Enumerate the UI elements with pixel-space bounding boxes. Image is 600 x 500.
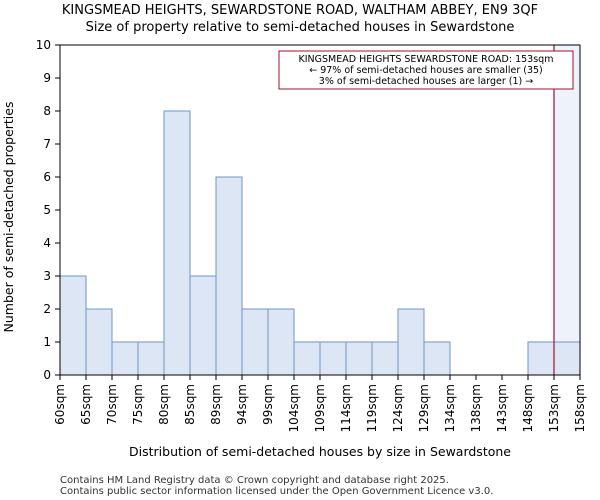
bar-65sqm [85, 308, 113, 376]
x-tick-label-138sqm: 138sqm [469, 384, 483, 432]
x-tick-label-143sqm: 143sqm [495, 384, 509, 432]
x-tick-label-70sqm: 70sqm [105, 384, 119, 425]
x-tick-label-60sqm: 60sqm [53, 384, 67, 425]
y-tick-label-2: 2 [43, 302, 51, 316]
x-tick-label-109sqm: 109sqm [313, 384, 327, 432]
y-tick-label-7: 7 [43, 137, 51, 151]
x-tick-label-65sqm: 65sqm [79, 384, 93, 425]
bar-99sqm [267, 308, 295, 376]
bars-group [59, 110, 581, 376]
x-axis: 60sqm 65sqm 70sqm 75sqm 80sqm 85sqm 89sqm 94sqm… [53, 375, 587, 432]
y-tick-label-3: 3 [43, 269, 51, 283]
footer-line1: Contains HM Land Registry data © Crown c… [60, 475, 449, 486]
bar-109sqm [319, 341, 347, 376]
bar-75sqm [137, 341, 165, 376]
x-tick-label-158sqm: 158sqm [573, 384, 587, 432]
x-tick-label-99sqm: 99sqm [261, 384, 275, 425]
x-tick-label-89sqm: 89sqm [209, 384, 223, 425]
x-tick-label-129sqm: 129sqm [417, 384, 431, 432]
y-tick-label-10: 10 [36, 38, 51, 52]
highlight-region [554, 45, 580, 375]
x-tick-label-85sqm: 85sqm [183, 384, 197, 425]
chart-title-line2: Size of property relative to semi-detach… [86, 20, 515, 35]
x-tick-label-114sqm: 114sqm [339, 384, 353, 432]
y-axis-label: Number of semi-detached properties [1, 102, 16, 333]
y-tick-label-1: 1 [43, 335, 51, 349]
x-tick-label-75sqm: 75sqm [131, 384, 145, 425]
bar-153sqm [553, 341, 581, 376]
y-tick-label-0: 0 [43, 368, 51, 382]
annotation-border [278, 50, 574, 90]
y-tick-label-8: 8 [43, 104, 51, 118]
x-tick-label-104sqm: 104sqm [287, 384, 301, 432]
bar-124sqm [397, 308, 425, 376]
x-tick-label-119sqm: 119sqm [365, 384, 379, 432]
x-tick-label-134sqm: 134sqm [443, 384, 457, 432]
y-tick-label-6: 6 [43, 170, 51, 184]
bar-129sqm [423, 341, 451, 376]
footer-line2: Contains public sector information licen… [60, 486, 493, 497]
x-tick-label-80sqm: 80sqm [157, 384, 171, 425]
bar-148sqm [527, 341, 555, 376]
bar-70sqm [111, 341, 139, 376]
annotation-box: KINGSMEAD HEIGHTS SEWARDSTONE ROAD: 153s… [278, 50, 574, 90]
bar-60sqm [59, 275, 87, 376]
x-tick-label-124sqm: 124sqm [391, 384, 405, 432]
bar-94sqm [241, 308, 269, 376]
bar-119sqm [371, 341, 399, 376]
x-tick-label-148sqm: 148sqm [521, 384, 535, 432]
x-tick-label-94sqm: 94sqm [235, 384, 249, 425]
bar-114sqm [345, 341, 373, 376]
annotation-line3: 3% of semi-detached houses are larger (1… [319, 76, 533, 87]
bar-89sqm [215, 176, 243, 376]
x-axis-label: Distribution of semi-detached houses by … [129, 444, 511, 459]
y-tick-label-9: 9 [43, 71, 51, 85]
annotation-line1: KINGSMEAD HEIGHTS SEWARDSTONE ROAD: 153s… [299, 54, 554, 65]
y-tick-label-5: 5 [43, 203, 51, 217]
annotation-line2: ← 97% of semi-detached houses are smalle… [309, 65, 543, 76]
bar-104sqm [293, 341, 321, 376]
bar-80sqm [163, 110, 191, 376]
chart-title-line1: KINGSMEAD HEIGHTS, SEWARDSTONE ROAD, WAL… [62, 3, 538, 18]
bar-85sqm [189, 275, 217, 376]
y-tick-label-4: 4 [43, 236, 51, 250]
x-tick-label-153sqm: 153sqm [547, 384, 561, 432]
y-axis: 0 1 2 3 4 5 6 7 8 9 10 [36, 38, 60, 382]
plot-frame [59, 44, 581, 376]
